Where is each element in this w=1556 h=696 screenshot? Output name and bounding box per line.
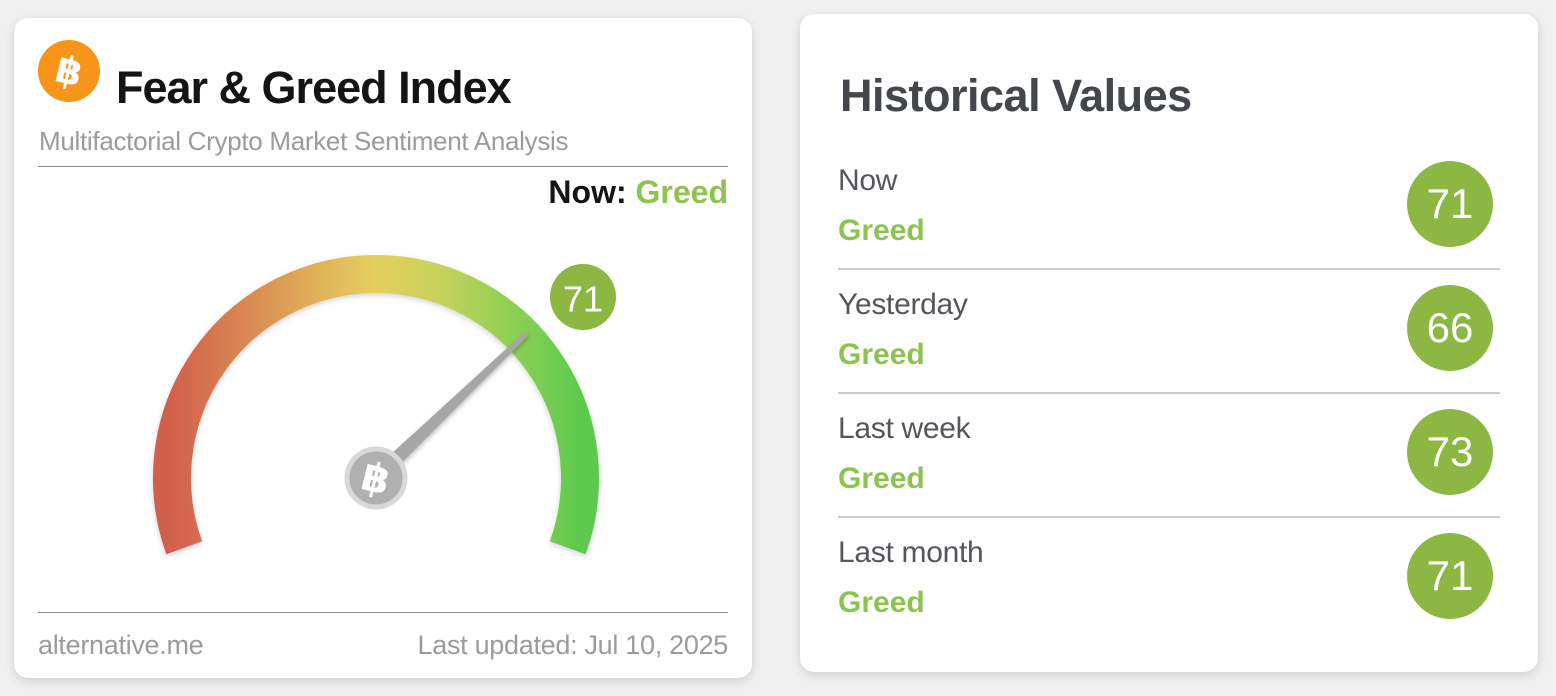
historical-values-card: Historical Values Now Greed 71 Yesterday…	[800, 14, 1538, 672]
gauge-hub	[344, 446, 408, 510]
row-value-badge: 71	[1407, 533, 1493, 619]
historical-rows: Now Greed 71 Yesterday Greed 66 Last wee…	[800, 146, 1538, 642]
fear-greed-gauge: ฿ 71	[153, 255, 616, 555]
gauge-needle	[370, 332, 528, 484]
now-value: Greed	[635, 174, 728, 210]
row-label: Yesterday	[838, 288, 968, 321]
card-footer: alternative.me Last updated: Jul 10, 202…	[38, 630, 728, 661]
row-classification: Greed	[838, 586, 925, 619]
row-classification: Greed	[838, 338, 925, 371]
now-label: Now:	[548, 174, 627, 210]
gauge-arc	[153, 255, 599, 555]
fear-greed-card: ฿ Fear & Greed Index Multifactorial Cryp…	[14, 18, 752, 678]
row-value-badge: 71	[1407, 161, 1493, 247]
row-label: Last week	[838, 412, 971, 445]
row-label: Last month	[838, 536, 984, 569]
last-updated-text: Last updated: Jul 10, 2025	[417, 630, 729, 660]
page-subtitle: Multifactorial Crypto Market Sentiment A…	[39, 126, 569, 156]
gauge-value-text: 71	[563, 279, 603, 320]
row-value-badge: 73	[1407, 409, 1493, 495]
history-row-yesterday: Yesterday Greed 66	[838, 270, 1500, 394]
row-value-badge: 66	[1407, 285, 1493, 371]
history-row-last-month: Last month Greed 71	[838, 518, 1500, 642]
row-label: Now	[838, 164, 898, 197]
footer-divider	[38, 612, 728, 613]
history-row-now: Now Greed 71	[838, 146, 1500, 270]
row-classification: Greed	[838, 214, 925, 247]
header-divider	[38, 166, 728, 167]
historical-values-title: Historical Values	[840, 70, 1192, 121]
current-sentiment: Now: Greed	[548, 174, 728, 211]
gauge-value-badge	[550, 264, 616, 330]
source-link[interactable]: alternative.me	[38, 630, 204, 660]
page-title: Fear & Greed Index	[116, 62, 512, 113]
history-row-last-week: Last week Greed 73	[838, 394, 1500, 518]
row-classification: Greed	[838, 462, 925, 495]
bitcoin-icon: ฿	[38, 40, 100, 102]
